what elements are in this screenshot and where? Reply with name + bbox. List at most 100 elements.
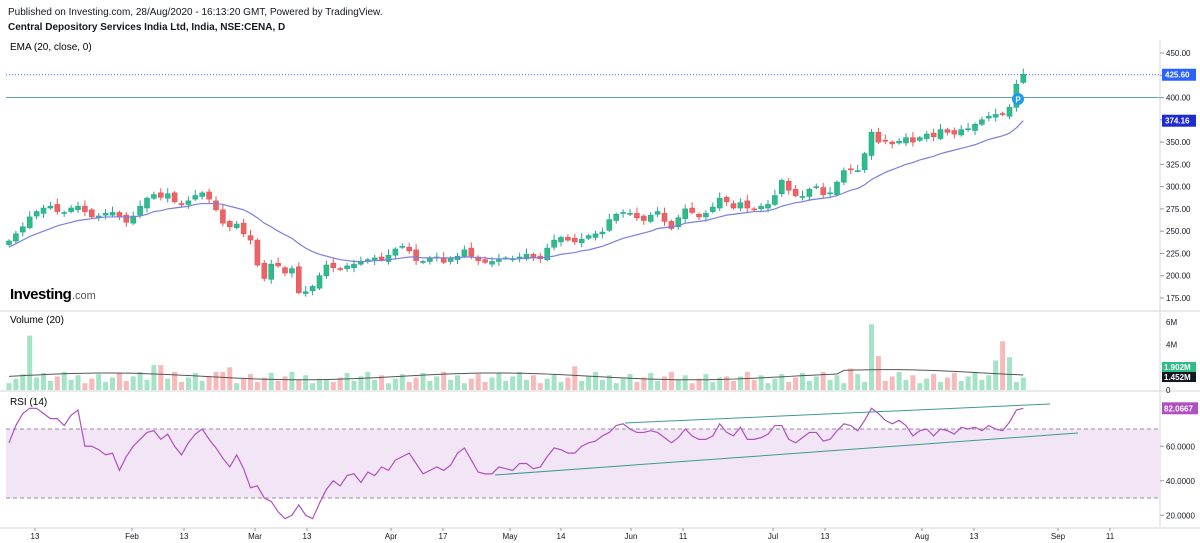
volume-bar xyxy=(655,380,661,390)
candle xyxy=(54,198,61,215)
volume-bar xyxy=(579,380,585,390)
candle xyxy=(220,204,226,227)
candle xyxy=(868,129,875,160)
candle xyxy=(302,285,309,297)
x-tick: Mar xyxy=(248,532,262,541)
candle xyxy=(289,265,295,278)
candle xyxy=(227,219,233,232)
candle xyxy=(337,266,344,272)
volume-bar xyxy=(61,371,67,390)
x-tick: 11 xyxy=(1106,532,1115,541)
x-tick: 17 xyxy=(439,532,448,541)
candle xyxy=(475,255,482,266)
volume-bar xyxy=(572,366,578,390)
candle xyxy=(854,164,861,173)
x-tick: 14 xyxy=(557,532,566,541)
volume-bar xyxy=(779,374,785,390)
volume-bar xyxy=(199,380,205,390)
last-price-tag: 425.60 xyxy=(1165,71,1190,80)
pivot-badge[interactable]: P xyxy=(1012,93,1024,105)
candle xyxy=(668,219,675,231)
volume-bar xyxy=(793,377,799,390)
volume-bar xyxy=(372,379,378,390)
candle xyxy=(427,255,433,265)
volume-bar xyxy=(213,371,219,390)
candle xyxy=(730,200,737,210)
volume-bar xyxy=(234,383,240,390)
candle xyxy=(551,234,557,251)
volume-bar xyxy=(648,373,654,390)
volume-bar xyxy=(882,380,888,390)
candle xyxy=(744,195,751,213)
candle xyxy=(137,200,143,219)
candle xyxy=(199,191,205,200)
volume-bar xyxy=(586,376,592,390)
price-tick: 200.00 xyxy=(1166,272,1191,281)
volume-bar xyxy=(599,379,605,390)
candle xyxy=(916,135,923,143)
volume-bar xyxy=(475,374,481,390)
volume-bar xyxy=(903,379,909,390)
candle xyxy=(13,230,19,245)
candle xyxy=(268,259,275,284)
logo-suffix: .com xyxy=(72,290,96,302)
candle xyxy=(282,265,288,277)
volume-bar xyxy=(268,373,274,390)
volume-bar xyxy=(717,377,723,390)
volume-avg-tag-bg xyxy=(1162,372,1196,382)
volume-bar xyxy=(103,382,109,390)
candle xyxy=(461,245,468,258)
price-tick: 225.00 xyxy=(1166,249,1191,258)
rsi-trendline-upper xyxy=(624,403,1051,424)
price-tick: 275.00 xyxy=(1166,205,1191,214)
candle xyxy=(523,248,530,261)
candle xyxy=(565,234,571,242)
volume-bar xyxy=(489,377,495,390)
published-info: Published on Investing.com, 28/Aug/2020 … xyxy=(8,7,383,18)
candle xyxy=(675,214,682,230)
volume-tick: 0 xyxy=(1166,386,1171,395)
candle xyxy=(827,187,833,199)
volume-bar xyxy=(710,382,716,390)
volume-bar xyxy=(185,377,191,390)
volume-bar xyxy=(986,375,992,390)
candle xyxy=(385,249,392,265)
volume-bar xyxy=(54,376,60,390)
volume-bar xyxy=(979,379,985,390)
candle xyxy=(965,122,971,132)
investing-logo: Investing .com xyxy=(10,286,96,303)
candle xyxy=(158,188,164,201)
volume-bar xyxy=(34,377,40,390)
volume-bar xyxy=(344,373,350,390)
candle xyxy=(972,122,978,135)
candle xyxy=(847,164,854,175)
volume-bar xyxy=(296,379,302,390)
rsi-tick: 60.0000 xyxy=(1166,442,1195,451)
x-tick: 13 xyxy=(303,532,312,541)
candle xyxy=(130,211,136,225)
volume-bar xyxy=(365,371,371,390)
candles xyxy=(6,68,1027,297)
volume-bar xyxy=(737,376,743,390)
candle xyxy=(371,254,378,266)
ema-tag: 374.16 xyxy=(1165,117,1190,126)
volume-bar xyxy=(931,374,937,390)
candle xyxy=(1006,104,1013,120)
volume-bar xyxy=(41,373,46,390)
rsi-line xyxy=(8,407,1024,520)
candle xyxy=(178,200,185,208)
candle xyxy=(751,207,758,212)
volume-bar xyxy=(330,382,336,390)
volume-bar xyxy=(206,376,212,390)
volume-bar xyxy=(310,383,316,390)
volume-bar xyxy=(641,377,647,390)
volume-bar xyxy=(220,371,226,390)
volume-bar xyxy=(303,375,309,390)
candle xyxy=(944,127,951,136)
volume-bar xyxy=(358,376,364,390)
candle xyxy=(778,178,785,197)
candle xyxy=(420,259,426,265)
volume-bar xyxy=(751,379,757,390)
grid xyxy=(6,74,1160,99)
